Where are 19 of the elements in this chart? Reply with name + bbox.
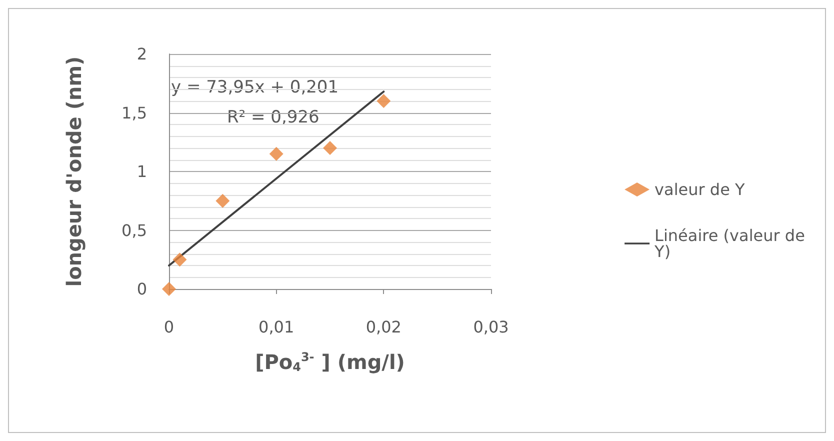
y-tick-label: 1 bbox=[136, 162, 147, 181]
point bbox=[172, 252, 187, 267]
x-axis-title: [Po43- ] (mg/l) bbox=[255, 350, 405, 374]
x-tick-label: 0,01 bbox=[258, 318, 294, 336]
point bbox=[269, 146, 284, 161]
point bbox=[162, 282, 176, 296]
x-tick-label: 0,03 bbox=[473, 318, 509, 336]
legend-label: Linéaire (valeur de Y) bbox=[654, 226, 810, 261]
x-tick-label: 0,02 bbox=[366, 318, 402, 336]
y-tick-label: 0 bbox=[136, 280, 147, 298]
y-tick-label: 0,5 bbox=[122, 220, 147, 240]
point bbox=[216, 194, 230, 208]
point bbox=[323, 141, 337, 155]
y-axis-title: longeur d'onde (nm) bbox=[62, 56, 86, 287]
x-tick-label: 0 bbox=[164, 318, 174, 336]
point bbox=[376, 94, 391, 108]
y-tick-label: 2 bbox=[136, 44, 147, 64]
y-tick-label: 1,5 bbox=[122, 103, 147, 122]
legend-label: valeur de Y bbox=[654, 180, 746, 199]
